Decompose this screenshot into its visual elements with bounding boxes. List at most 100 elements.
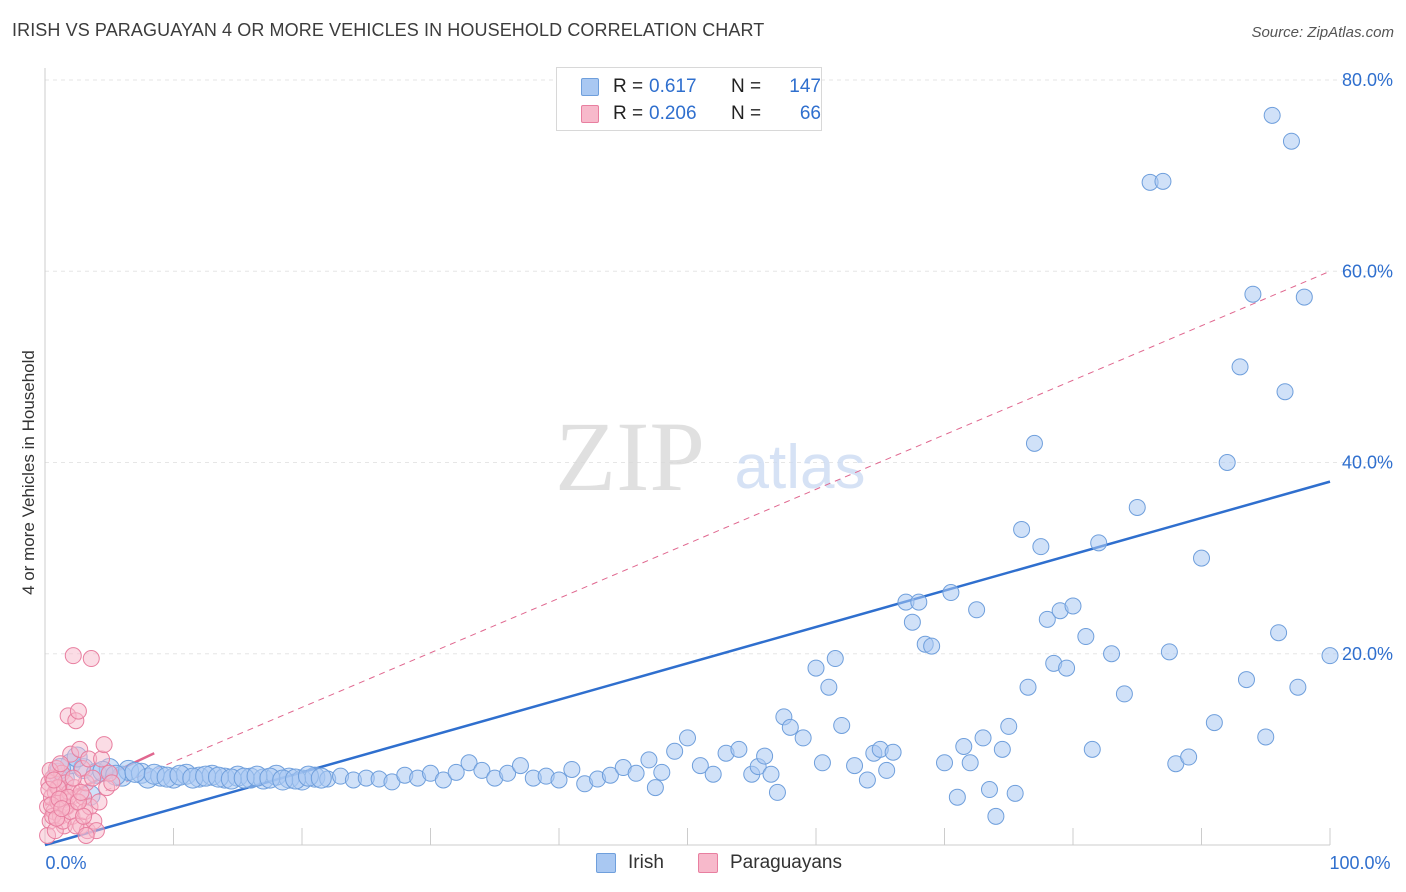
point-irish [878,761,896,779]
legend-row-irish: R = 0.617 N = 147 [581,75,821,99]
point-irish [903,613,921,631]
point-irish [1128,498,1146,516]
point-irish [1154,172,1172,190]
point-paraguayan [95,736,113,754]
legend-row-paraguayans: R = 0.206 N = 66 [581,102,821,126]
point-paraguayan [45,771,63,789]
watermark: ZIP atlas [555,401,865,512]
point-irish [961,754,979,772]
point-irish [601,766,619,784]
point-irish [948,788,966,806]
point-irish [781,718,799,736]
watermark-atlas: atlas [735,433,866,502]
point-irish [756,747,774,765]
point-irish [846,757,864,775]
point-irish [833,716,851,734]
point-irish [794,729,812,747]
point-irish [1006,784,1024,802]
point-paraguayan [51,755,69,773]
point-irish [1115,685,1133,703]
point-paraguayan [75,807,93,825]
axis-labels: 20.0% 40.0% 60.0% 80.0% 0.0% 100.0% 4 or more … [19,70,1393,873]
legend-r-value: 0.206 [649,103,697,124]
point-irish [923,637,941,655]
axis-layer [44,68,1331,846]
point-paraguayan [72,783,90,801]
point-irish [691,757,709,775]
point-irish [666,742,684,760]
point-paraguayan [77,826,95,844]
point-irish [1077,628,1095,646]
watermark-zip: ZIP [555,401,705,512]
point-irish [1064,597,1082,615]
point-irish [1193,549,1210,567]
point-irish [1282,132,1300,150]
point-irish [1257,728,1275,746]
point-paraguayan [90,793,108,811]
point-irish [968,601,986,619]
point-irish [1025,434,1043,452]
point-irish [1083,740,1101,758]
point-irish [1038,610,1056,628]
y-tick-label: 20.0% [1342,644,1393,664]
point-paraguayan [69,702,87,720]
point-irish [310,767,332,789]
point-irish [1289,678,1307,696]
point-irish [955,738,973,756]
point-irish [1205,714,1223,732]
point-irish [124,761,146,783]
point-irish [768,783,786,801]
point-paraguayan [93,750,111,768]
point-paraguayan [64,769,82,787]
point-irish [1090,534,1108,552]
legend-r-label: R = [613,103,644,124]
point-irish [942,584,960,602]
legend-n-label: N = [731,76,762,97]
legend-r-value: 0.617 [649,76,697,97]
trend-line-paraguayan [44,270,1331,817]
point-irish [1295,288,1313,306]
point-irish [1276,383,1294,401]
point-irish [1231,358,1249,376]
point-irish [1019,678,1037,696]
point-irish [993,740,1011,758]
point-irish [884,743,902,761]
point-irish [646,779,664,797]
point-irish [511,757,529,775]
point-irish [1321,647,1339,665]
point-irish [820,678,838,696]
point-irish [473,761,491,779]
x-tick-label: 0.0% [45,853,86,873]
point-irish [447,763,465,781]
point-irish [1013,520,1031,538]
y-tick-label: 60.0% [1342,261,1393,281]
point-irish [1218,454,1236,471]
point-irish [762,765,780,783]
point-irish [1103,645,1121,663]
trend-line-irish [44,480,1331,847]
legend-swatch-paraguayans [581,105,599,123]
point-irish [679,729,696,747]
bottom-legend-label-irish: Irish [628,852,664,873]
point-irish [1058,659,1076,677]
legend-n-value: 66 [799,103,821,124]
point-irish [1032,538,1050,556]
point-irish [987,807,1005,825]
point-paraguayan [103,774,121,792]
bottom-legend-irish: Irish [596,852,664,874]
legend-swatch-irish [581,78,599,96]
point-paraguayan [84,769,102,787]
point-irish [460,754,478,772]
legend-n-value: 147 [789,76,821,97]
grid-layer [45,79,1390,655]
point-irish [550,771,568,789]
y-tick-label: 40.0% [1342,453,1393,473]
point-irish [640,751,658,769]
legend-n-label: N = [731,103,762,124]
point-irish [627,764,645,782]
legend-r-label: R = [613,76,644,97]
y-axis-label: 4 or more Vehicles in Household [19,350,38,595]
point-irish [980,781,998,799]
point-irish [1180,748,1198,766]
